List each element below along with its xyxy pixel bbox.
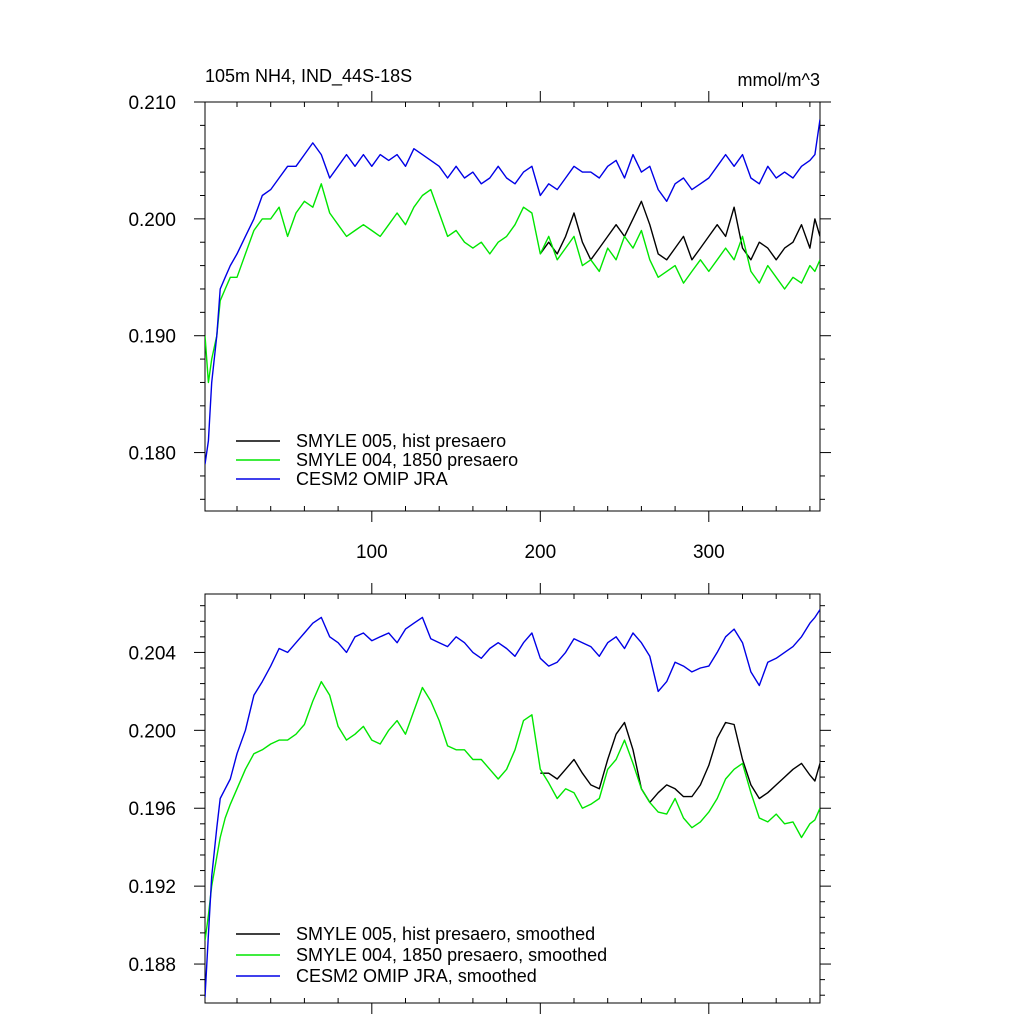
plot-frame xyxy=(204,101,821,512)
chart-title: 105m NH4, IND_44S-18S xyxy=(205,66,412,87)
x-tick-label: 200 xyxy=(524,542,556,563)
legend-label: CESM2 OMIP JRA, smoothed xyxy=(296,966,537,986)
series-line-1 xyxy=(205,680,820,941)
y-tick-label: 0.180 xyxy=(128,444,176,465)
legend-label: SMYLE 004, 1850 presaero xyxy=(296,450,518,470)
series-line-2 xyxy=(205,119,820,465)
series-line-2 xyxy=(205,609,820,998)
legend-label: SMYLE 005, hist presaero xyxy=(296,431,506,451)
y-tick-label: 0.192 xyxy=(128,877,176,898)
y-tick-label: 0.190 xyxy=(128,327,176,348)
y-tick-label: 0.188 xyxy=(128,955,176,976)
series-line-0 xyxy=(539,200,820,261)
x-tick-label: 100 xyxy=(356,542,388,563)
legend-label: SMYLE 004, 1850 presaero, smoothed xyxy=(296,945,607,965)
legend-label: SMYLE 005, hist presaero, smoothed xyxy=(296,924,595,944)
units-label: mmol/m^3 xyxy=(738,70,820,90)
y-tick-label: 0.200 xyxy=(128,721,176,742)
y-tick-label: 0.204 xyxy=(128,643,176,664)
series-line-1 xyxy=(205,183,820,384)
legend-label: CESM2 OMIP JRA xyxy=(296,469,448,489)
plot-frame xyxy=(204,593,821,1004)
series-line-0 xyxy=(540,721,820,804)
top-panel: 100 200 300 0.180 0.190 0.200 0.210 105m NH4, I… xyxy=(128,66,831,563)
bottom-panel: 0.188 0.192 0.196 0.200 0.204 SMYLE 005, hist… xyxy=(128,583,831,1014)
y-tick-label: 0.196 xyxy=(128,799,176,820)
x-tick-label: 300 xyxy=(693,542,725,563)
y-tick-label: 0.200 xyxy=(128,210,176,231)
y-tick-label: 0.210 xyxy=(128,93,176,114)
